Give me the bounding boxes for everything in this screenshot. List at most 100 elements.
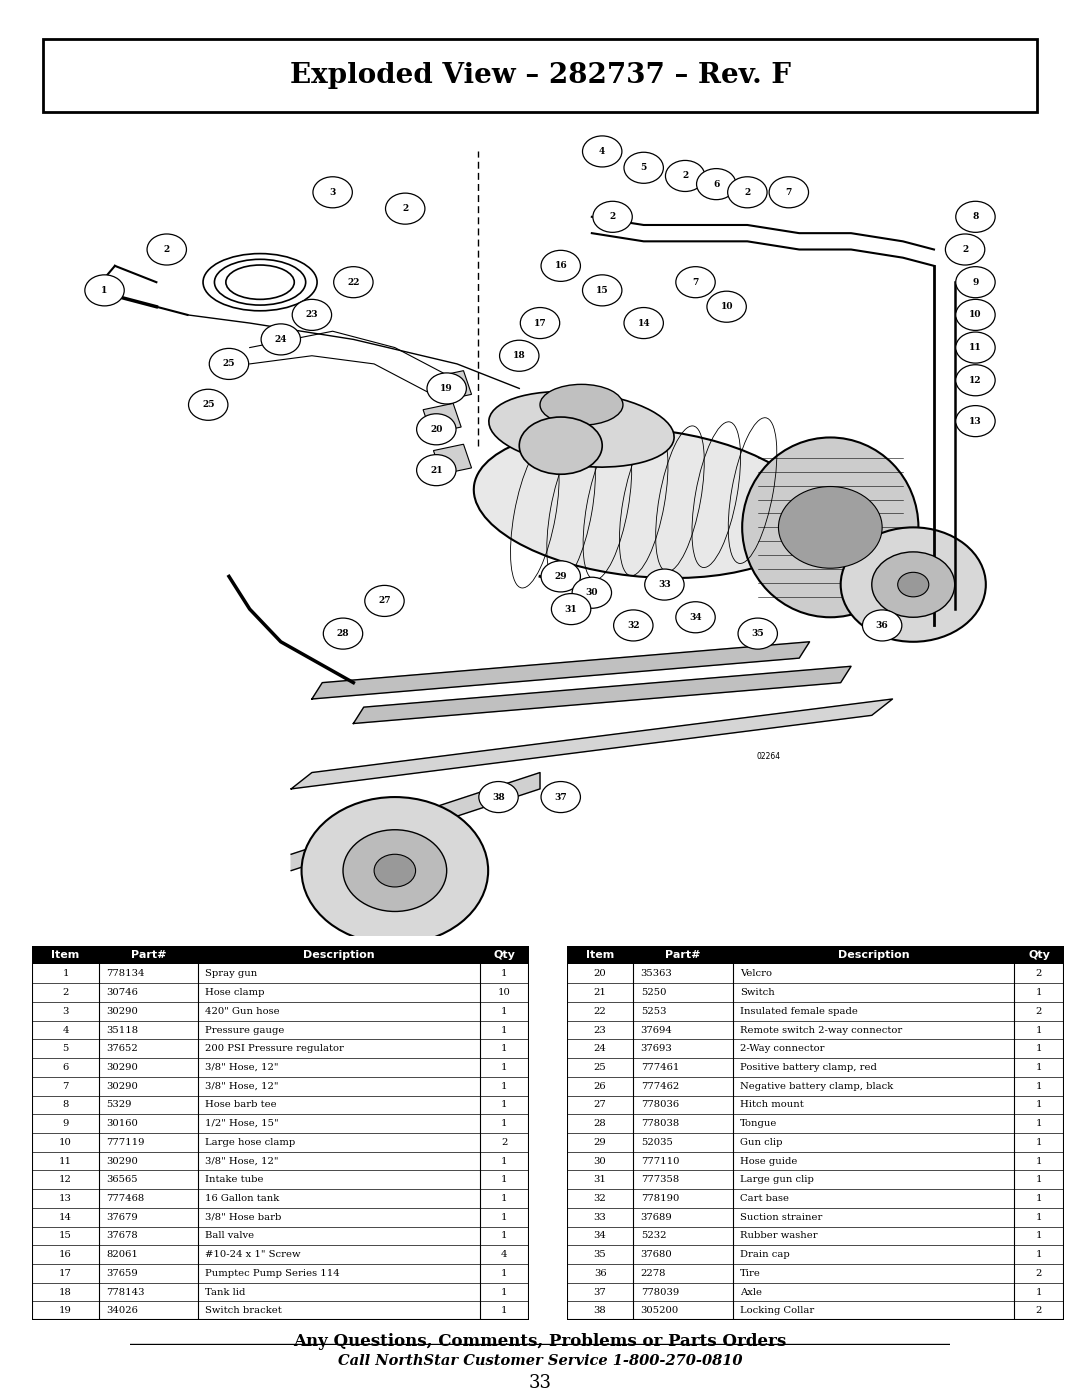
Text: 27: 27: [378, 597, 391, 605]
Text: 1: 1: [1036, 1250, 1042, 1259]
Text: Pumptec Pump Series 114: Pumptec Pump Series 114: [205, 1268, 340, 1278]
Bar: [32, 946, 529, 964]
Text: 23: 23: [306, 310, 319, 320]
Text: 420" Gun hose: 420" Gun hose: [205, 1007, 280, 1016]
Circle shape: [645, 569, 684, 601]
Text: 1: 1: [1036, 1044, 1042, 1053]
Text: 25: 25: [222, 359, 235, 369]
Text: 34: 34: [689, 613, 702, 622]
Text: 2: 2: [164, 244, 170, 254]
Text: Gun clip: Gun clip: [740, 1137, 783, 1147]
Text: 20: 20: [430, 425, 443, 434]
Text: 10: 10: [498, 988, 511, 997]
Text: 1: 1: [1036, 1231, 1042, 1241]
Text: 1: 1: [1036, 1101, 1042, 1109]
Polygon shape: [292, 698, 892, 789]
Text: 8: 8: [63, 1101, 69, 1109]
Text: 7: 7: [692, 278, 699, 286]
Polygon shape: [292, 773, 540, 870]
Text: 1: 1: [501, 1025, 508, 1035]
Text: 38: 38: [594, 1306, 607, 1316]
Text: 2: 2: [609, 212, 616, 221]
Text: 27: 27: [594, 1101, 607, 1109]
Text: 35: 35: [752, 629, 764, 638]
Text: 37693: 37693: [640, 1044, 673, 1053]
Text: 28: 28: [594, 1119, 607, 1129]
Text: 15: 15: [596, 286, 608, 295]
Circle shape: [769, 177, 809, 208]
Text: Large gun clip: Large gun clip: [740, 1175, 814, 1185]
Text: #10-24 x 1" Screw: #10-24 x 1" Screw: [205, 1250, 301, 1259]
Circle shape: [872, 552, 955, 617]
Text: 1: 1: [1036, 1194, 1042, 1203]
Text: 22: 22: [594, 1007, 607, 1016]
Text: Item: Item: [52, 950, 80, 960]
Text: 1/2" Hose, 15": 1/2" Hose, 15": [205, 1119, 279, 1129]
Text: 18: 18: [59, 1288, 72, 1296]
Text: 778038: 778038: [640, 1119, 679, 1129]
Text: 34: 34: [594, 1231, 607, 1241]
Text: 19: 19: [441, 384, 454, 393]
Text: Switch bracket: Switch bracket: [205, 1306, 282, 1316]
Text: Hitch mount: Hitch mount: [740, 1101, 804, 1109]
Circle shape: [624, 152, 663, 183]
Text: 30: 30: [585, 588, 598, 598]
Circle shape: [707, 291, 746, 323]
Text: 13: 13: [59, 1194, 72, 1203]
Circle shape: [334, 267, 373, 298]
Text: 3/8" Hose, 12": 3/8" Hose, 12": [205, 1063, 279, 1071]
Text: Part#: Part#: [131, 950, 166, 960]
Text: 23: 23: [594, 1025, 607, 1035]
Text: 777110: 777110: [640, 1157, 679, 1165]
Text: Positive battery clamp, red: Positive battery clamp, red: [740, 1063, 877, 1071]
Text: 17: 17: [534, 319, 546, 327]
Circle shape: [323, 617, 363, 650]
Bar: [433, 370, 472, 401]
Text: Rubber washer: Rubber washer: [740, 1231, 818, 1241]
Text: 37678: 37678: [106, 1231, 138, 1241]
Text: Switch: Switch: [740, 988, 774, 997]
Circle shape: [417, 454, 456, 486]
Text: 5329: 5329: [106, 1101, 132, 1109]
Text: Qty: Qty: [494, 950, 515, 960]
Text: 30290: 30290: [106, 1081, 138, 1091]
Text: 3: 3: [63, 1007, 69, 1016]
Text: 33: 33: [594, 1213, 607, 1222]
Text: Velcro: Velcro: [740, 970, 772, 978]
Text: 1: 1: [1036, 1175, 1042, 1185]
Text: 22: 22: [347, 278, 360, 286]
Circle shape: [301, 798, 488, 944]
Text: Locking Collar: Locking Collar: [740, 1306, 814, 1316]
Text: 2-Way connector: 2-Way connector: [740, 1044, 824, 1053]
Circle shape: [624, 307, 663, 338]
Text: Cart base: Cart base: [740, 1194, 789, 1203]
Text: 1: 1: [501, 1081, 508, 1091]
Text: 30290: 30290: [106, 1007, 138, 1016]
Text: Intake tube: Intake tube: [205, 1175, 264, 1185]
Ellipse shape: [540, 384, 623, 425]
Text: 6: 6: [713, 180, 719, 189]
Text: 12: 12: [969, 376, 982, 384]
Text: 1: 1: [102, 286, 108, 295]
Text: 1: 1: [1036, 1213, 1042, 1222]
Circle shape: [478, 781, 518, 813]
Circle shape: [572, 577, 611, 608]
Text: 15: 15: [59, 1231, 72, 1241]
Text: 2: 2: [683, 172, 688, 180]
Text: Call NorthStar Customer Service 1-800-270-0810: Call NorthStar Customer Service 1-800-27…: [338, 1354, 742, 1368]
Text: 777358: 777358: [640, 1175, 679, 1185]
Ellipse shape: [474, 427, 813, 578]
Text: 1: 1: [501, 1101, 508, 1109]
Text: 4: 4: [599, 147, 605, 156]
Text: 14: 14: [637, 319, 650, 327]
Text: Drain cap: Drain cap: [740, 1250, 789, 1259]
Circle shape: [210, 348, 248, 380]
Text: 37: 37: [594, 1288, 607, 1296]
Circle shape: [541, 560, 580, 592]
Text: 2: 2: [1036, 970, 1042, 978]
Text: 777461: 777461: [640, 1063, 679, 1071]
Ellipse shape: [489, 391, 674, 467]
Text: 1: 1: [1036, 1063, 1042, 1071]
Circle shape: [500, 341, 539, 372]
Text: 31: 31: [594, 1175, 607, 1185]
